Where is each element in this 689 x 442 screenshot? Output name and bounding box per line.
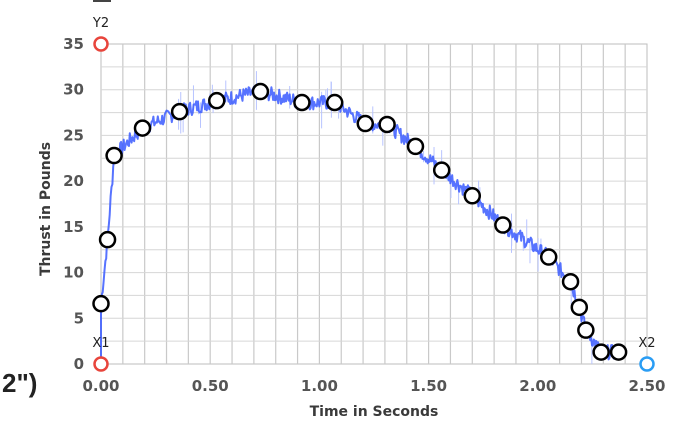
marker-label-x1: X1 (92, 336, 109, 351)
y-tick-label: 15 (63, 218, 84, 236)
data-point (432, 161, 451, 179)
data-point (208, 91, 226, 110)
data-point (406, 137, 425, 156)
data-point (539, 248, 558, 266)
y-tick-label: 10 (63, 264, 84, 282)
x-tick-label: 2.00 (519, 377, 556, 395)
y-tick-label: 0 (74, 355, 84, 373)
y-tick-labels: 0 5 10 15 20 25 30 35 (63, 35, 84, 373)
x-tick-label: 0.50 (192, 377, 229, 395)
data-point (463, 187, 482, 205)
data-point (561, 272, 580, 291)
y-tick-label: 35 (63, 35, 84, 53)
data-point (356, 114, 375, 133)
y-axis-title: Thrust in Pounds (38, 142, 54, 276)
x-tick-label: 1.50 (410, 377, 447, 395)
data-points (92, 82, 628, 361)
data-point (98, 230, 117, 249)
data-point (92, 294, 110, 313)
x-axis-title: Time in Seconds (310, 404, 439, 420)
y-tick-label: 30 (63, 81, 84, 99)
top-rule (93, 0, 111, 2)
chart-grid (100, 43, 648, 365)
axis-markers: Y2 X1 X2 (92, 16, 656, 372)
data-point (577, 321, 595, 339)
x-tick-labels: 0.00 0.50 1.00 1.50 2.00 2.50 (82, 377, 665, 395)
data-point (592, 343, 610, 361)
x-tick-label: 1.00 (301, 377, 338, 395)
marker-label-y2: Y2 (92, 16, 109, 31)
y-tick-label: 25 (63, 126, 84, 144)
data-point (133, 119, 152, 137)
x-tick-label: 2.50 (628, 377, 665, 395)
x-tick-label: 0.00 (82, 377, 119, 395)
data-point (105, 146, 123, 165)
figure-side-label: 2") (2, 368, 38, 398)
y-tick-label: 5 (74, 309, 84, 327)
data-point (494, 216, 512, 234)
marker-y2 (93, 36, 109, 52)
data-point (170, 102, 189, 121)
data-point (325, 93, 344, 112)
data-point (609, 343, 628, 361)
data-point (378, 115, 396, 134)
y-tick-label: 20 (63, 172, 84, 190)
data-point (570, 298, 589, 317)
marker-x1 (93, 356, 109, 372)
data-point (251, 82, 270, 101)
marker-x2 (639, 356, 655, 372)
data-point (293, 93, 311, 112)
marker-label-x2: X2 (638, 336, 655, 351)
